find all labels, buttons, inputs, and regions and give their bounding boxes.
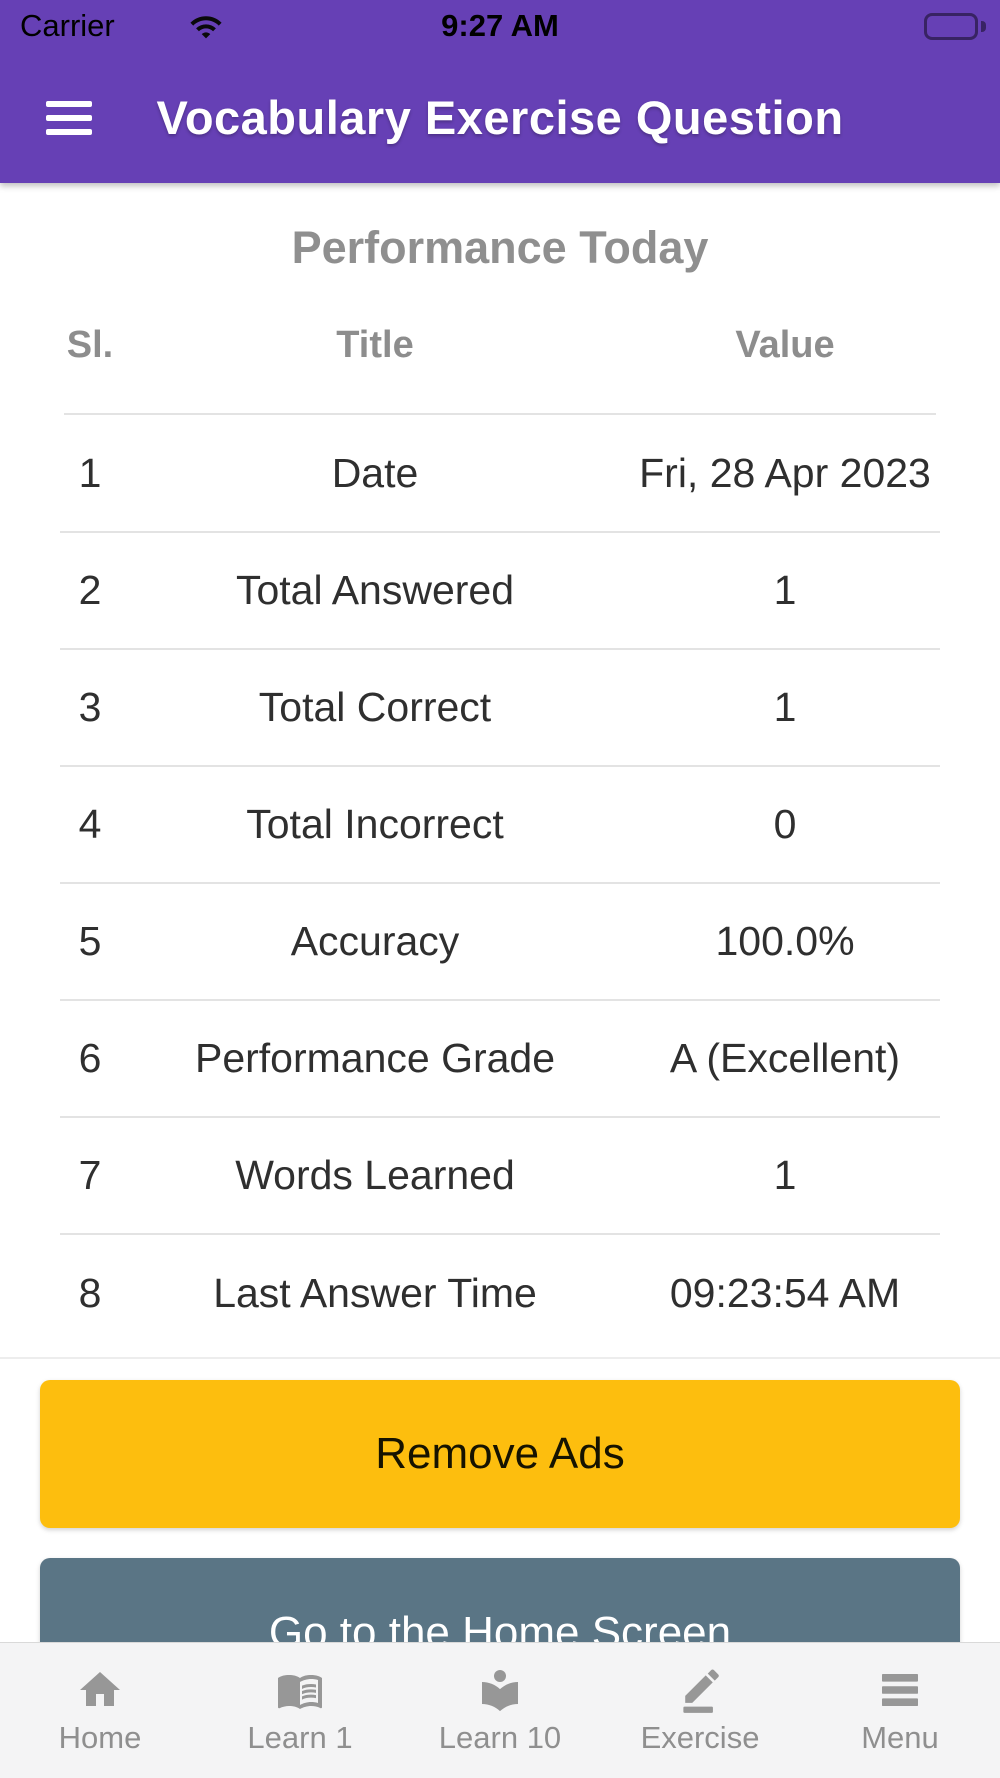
tab-label: Exercise: [640, 1720, 760, 1755]
table-row: 1 Date Fri, 28 Apr 2023: [60, 416, 940, 533]
tab-exercise[interactable]: Exercise: [600, 1643, 800, 1778]
column-header-title: Title: [336, 323, 414, 366]
table-row: 5 Accuracy 100.0%: [60, 884, 940, 1001]
wifi-icon: [186, 10, 226, 44]
row-title: Words Learned: [235, 1151, 515, 1198]
row-title: Last Answer Time: [213, 1269, 537, 1316]
menu-bars-icon: [882, 1674, 918, 1706]
row-value: A (Excellent): [669, 1034, 901, 1081]
row-value: 100.0%: [715, 917, 855, 964]
row-sl: 7: [78, 1151, 102, 1198]
hamburger-menu-icon[interactable]: [46, 101, 92, 137]
table-row: 4 Total Incorrect 0: [60, 767, 940, 884]
row-value: 1: [773, 1151, 797, 1198]
carrier-label: Carrier: [20, 8, 115, 43]
page-title: Vocabulary Exercise Question: [156, 91, 844, 144]
performance-table: 1 Date Fri, 28 Apr 2023 2 Total Answered…: [60, 416, 940, 1352]
tab-learn-10[interactable]: Learn 10: [400, 1643, 600, 1778]
row-value: Fri, 28 Apr 2023: [639, 449, 931, 496]
tab-home[interactable]: Home: [0, 1643, 200, 1778]
table-row: 8 Last Answer Time 09:23:54 AM: [60, 1235, 940, 1352]
tab-menu[interactable]: Menu: [800, 1643, 1000, 1778]
row-sl: 6: [78, 1034, 102, 1081]
tab-label: Learn 10: [438, 1720, 562, 1755]
column-header-value: Value: [735, 323, 835, 366]
row-title: Total Answered: [235, 566, 515, 613]
remove-ads-button[interactable]: Remove Ads: [40, 1380, 960, 1528]
tab-label: Menu: [861, 1720, 939, 1755]
nav-header: Vocabulary Exercise Question: [0, 53, 1000, 183]
battery-nub: [981, 21, 986, 32]
row-sl: 4: [78, 800, 102, 847]
status-bar: Carrier 9:27 AM: [0, 0, 1000, 53]
tab-label: Home: [58, 1720, 142, 1755]
table-row: 6 Performance Grade A (Excellent): [60, 1001, 940, 1118]
row-title: Total Incorrect: [246, 800, 504, 847]
table-header-row: Sl. Title Value: [60, 315, 940, 375]
table-row: 2 Total Answered 1: [60, 533, 940, 650]
row-sl: 3: [78, 683, 102, 730]
row-value: 0: [773, 800, 797, 847]
pencil-icon: [683, 1669, 719, 1713]
row-title: Date: [331, 449, 419, 496]
battery-icon: [924, 13, 978, 40]
row-title: Accuracy: [290, 917, 460, 964]
column-header-sl: Sl.: [66, 323, 114, 366]
open-book-icon: [278, 1675, 322, 1709]
home-icon: [80, 1672, 120, 1706]
clock-time: 9:27 AM: [441, 8, 559, 43]
row-title: Total Correct: [258, 683, 492, 730]
section-divider: [0, 1357, 1000, 1359]
bottom-tab-bar: Home Learn 1 Learn 10 Exercise Menu: [0, 1642, 1000, 1778]
tab-label: Learn 1: [247, 1720, 353, 1755]
row-value: 1: [773, 566, 797, 613]
table-row: 7 Words Learned 1: [60, 1118, 940, 1235]
tab-learn-1[interactable]: Learn 1: [200, 1643, 400, 1778]
section-heading: Performance Today: [291, 222, 709, 273]
table-header-divider: [64, 413, 936, 415]
row-value: 09:23:54 AM: [669, 1269, 901, 1316]
row-title: Performance Grade: [194, 1034, 556, 1081]
row-sl: 2: [78, 566, 102, 613]
row-sl: 5: [78, 917, 102, 964]
row-sl: 1: [78, 449, 102, 496]
table-row: 3 Total Correct 1: [60, 650, 940, 767]
row-value: 1: [773, 683, 797, 730]
row-sl: 8: [78, 1269, 102, 1316]
reader-icon: [482, 1670, 518, 1712]
